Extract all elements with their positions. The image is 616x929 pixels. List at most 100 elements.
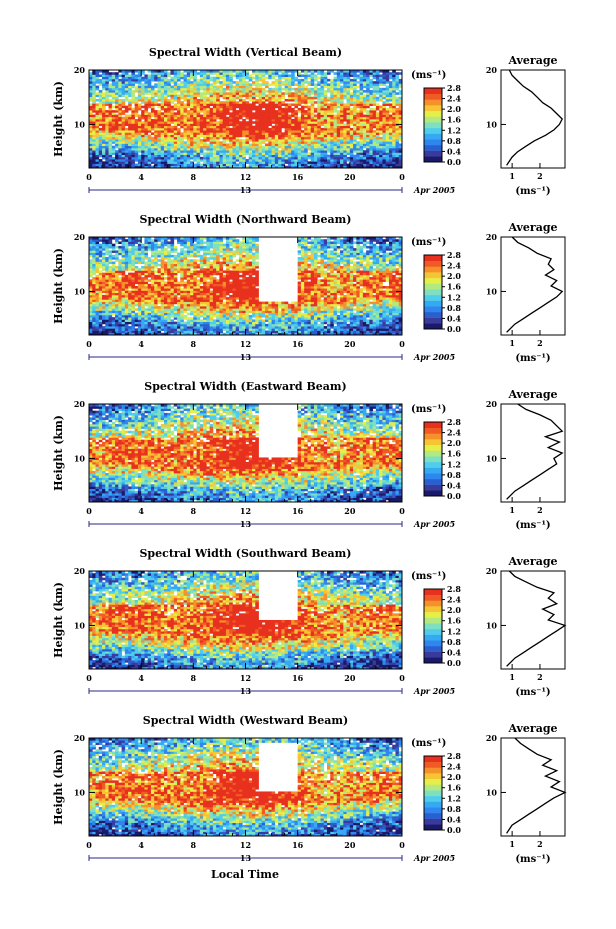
heatmap-cell: [199, 98, 204, 102]
heatmap-cell: [395, 87, 400, 91]
heatmap-cell: [206, 110, 210, 113]
heatmap-cell: [102, 310, 106, 314]
heatmap-cell: [173, 152, 178, 155]
heatmap-cell: [163, 74, 168, 78]
heatmap-cell: [121, 154, 126, 158]
heatmap-cell: [327, 85, 331, 89]
heatmap-cell: [124, 241, 129, 245]
heatmap-cell: [255, 145, 259, 149]
heatmap-cell: [150, 290, 155, 294]
heatmap-cell: [366, 152, 370, 155]
heatmap-cell: [353, 127, 357, 131]
heatmap-cell: [219, 72, 224, 75]
heatmap-cell: [124, 123, 129, 127]
heatmap-cell: [137, 145, 142, 149]
heatmap-cell: [89, 94, 93, 98]
heatmap-cell: [353, 94, 357, 98]
heatmap-cell: [375, 150, 380, 153]
heatmap-cell: [395, 134, 400, 138]
heatmap-cell: [128, 116, 132, 120]
heatmap-cell: [150, 250, 155, 253]
heatmap-cell: [128, 81, 132, 84]
heatmap-cell: [353, 161, 357, 164]
heatmap-cell: [92, 319, 96, 322]
heatmap-cell: [157, 159, 162, 162]
heatmap-cell: [183, 105, 188, 109]
heatmap-cell: [320, 136, 325, 140]
heatmap-cell: [317, 123, 321, 127]
heatmap-cell: [141, 114, 145, 118]
heatmap-cell: [147, 130, 152, 133]
heatmap-cell: [274, 112, 279, 115]
heatmap-cell: [294, 83, 299, 86]
heatmap-cell: [102, 76, 106, 80]
heatmap-cell: [203, 161, 207, 164]
heatmap-cell: [229, 156, 233, 160]
heatmap-cell: [147, 279, 152, 282]
heatmap-cell: [190, 87, 194, 91]
heatmap-cell: [294, 154, 299, 158]
heatmap-cell: [108, 103, 113, 106]
heatmap-cell: [160, 310, 165, 314]
heatmap-cell: [252, 121, 256, 124]
heatmap-cell: [232, 152, 237, 155]
heatmap-cell: [203, 94, 207, 98]
heatmap-cell: [92, 314, 96, 318]
heatmap-cell: [219, 94, 224, 98]
heatmap-cell: [137, 283, 142, 287]
heatmap-cell: [258, 70, 263, 73]
heatmap-cell: [323, 130, 328, 133]
heatmap-cell: [327, 161, 331, 164]
heatmap-cell: [131, 159, 135, 162]
heatmap-cell: [379, 76, 383, 80]
heatmap-cell: [395, 150, 400, 153]
heatmap-cell: [307, 145, 312, 149]
heatmap-cell: [235, 136, 240, 140]
heatmap-cell: [216, 76, 220, 80]
heatmap-cell: [167, 125, 171, 129]
heatmap-cell: [183, 165, 188, 169]
heatmap-cell: [115, 150, 119, 153]
heatmap-cell: [261, 103, 266, 106]
heatmap-cell: [216, 92, 220, 95]
heatmap-cell: [379, 92, 383, 95]
heatmap-cell: [271, 141, 276, 144]
heatmap-cell: [131, 306, 135, 309]
heatmap-cell: [333, 159, 338, 162]
heatmap-cell: [186, 125, 191, 129]
heatmap-cell: [137, 139, 142, 142]
heatmap-cell: [320, 159, 325, 162]
heatmap-cell: [141, 257, 145, 260]
heatmap-cell: [330, 123, 334, 127]
heatmap-cell: [131, 112, 135, 115]
heatmap-cell: [131, 281, 135, 285]
heatmap-cell: [137, 92, 142, 95]
heatmap-cell: [98, 136, 103, 140]
heatmap-cell: [141, 314, 145, 318]
heatmap-cell: [258, 156, 263, 160]
heatmap-cell: [362, 165, 367, 169]
heatmap-cell: [144, 270, 149, 273]
heatmap-cell: [222, 119, 227, 122]
heatmap-cell: [105, 141, 109, 144]
heatmap-cell: [382, 92, 387, 95]
heatmap-cell: [115, 123, 119, 127]
heatmap-cell: [131, 243, 135, 247]
heatmap-cell: [366, 121, 370, 124]
heatmap-cell: [388, 125, 393, 129]
average-x-tick-label: 2: [537, 171, 543, 181]
heatmap-cell: [183, 94, 188, 98]
heatmap-cell: [95, 92, 100, 95]
heatmap-cell: [362, 98, 367, 102]
heatmap-cell: [372, 134, 377, 138]
heatmap-cell: [124, 159, 129, 162]
heatmap-cell: [95, 152, 100, 155]
heatmap-cell: [115, 250, 119, 253]
heatmap-cell: [392, 87, 396, 91]
heatmap-cell: [310, 72, 315, 75]
heatmap-cell: [137, 134, 142, 138]
heatmap-cell: [131, 301, 135, 305]
heatmap-cell: [362, 76, 367, 80]
heatmap-cell: [395, 156, 400, 160]
heatmap-cell: [229, 163, 233, 167]
